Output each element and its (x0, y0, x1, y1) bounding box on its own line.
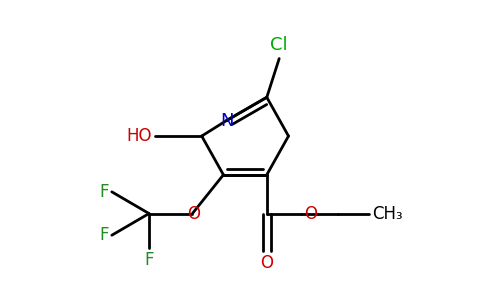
Text: F: F (99, 226, 109, 244)
Text: F: F (144, 251, 154, 269)
Text: F: F (99, 183, 109, 201)
Text: O: O (187, 205, 200, 223)
Text: O: O (260, 254, 273, 272)
Text: CH₃: CH₃ (372, 205, 403, 223)
Text: O: O (304, 205, 317, 223)
Text: HO: HO (127, 127, 152, 145)
Text: N: N (220, 112, 233, 130)
Text: Cl: Cl (271, 36, 288, 54)
